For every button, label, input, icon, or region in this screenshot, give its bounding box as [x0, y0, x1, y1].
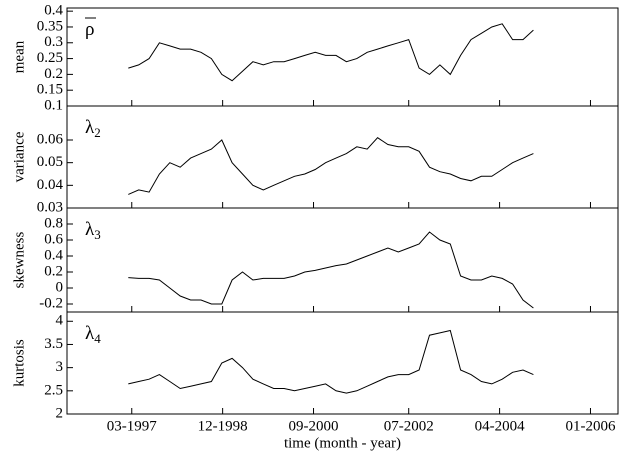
- y-tick-label: 0.06: [37, 131, 64, 147]
- x-axis-label: time (month - year): [284, 435, 401, 451]
- y-tick-label: -0.2: [39, 295, 63, 311]
- x-tick-label: 03-1997: [107, 418, 157, 434]
- y-tick-label: 0.04: [37, 177, 64, 193]
- annotation-subscript: 2: [94, 125, 101, 140]
- y-tick-label: 0.03: [37, 199, 63, 215]
- x-tick-label: 12-1998: [198, 418, 248, 434]
- panel-frame: [66, 311, 619, 415]
- annotation-symbol: λ: [85, 117, 95, 138]
- panel-annotation: ρ: [85, 19, 94, 40]
- panel-annotation: λ2: [85, 117, 101, 140]
- annotation-symbol: λ: [85, 219, 95, 240]
- y-tick-label: 0.1: [44, 97, 63, 113]
- y-tick-label: 3: [56, 359, 64, 375]
- annotation-subscript: 3: [94, 227, 101, 242]
- panel-frame: [66, 207, 619, 313]
- x-tick-label: 04-2004: [475, 418, 525, 434]
- series-line: [128, 329, 534, 394]
- y-tick-label: 0.2: [44, 263, 63, 279]
- y-tick-label: 2.5: [44, 382, 63, 398]
- y-tick-label: 0.05: [37, 154, 63, 170]
- y-tick-label: 0.8: [44, 215, 63, 231]
- x-tick-label: 01-2006: [565, 418, 615, 434]
- annotation-symbol: λ: [85, 323, 95, 344]
- y-axis-label: variance: [11, 131, 27, 182]
- x-tick-label: 07-2002: [384, 418, 434, 434]
- y-tick-label: 0.6: [44, 231, 63, 247]
- y-tick-label: 0.15: [37, 82, 63, 98]
- y-axis-label: skewness: [11, 232, 27, 289]
- y-tick-label: 4: [56, 313, 64, 329]
- panel-annotation: λ3: [85, 219, 101, 242]
- y-tick-label: 0.35: [37, 18, 63, 34]
- y-tick-label: 0: [56, 279, 64, 295]
- x-tick-label: 09-2000: [289, 418, 339, 434]
- y-tick-label: 0.4: [44, 247, 63, 263]
- series-line: [128, 137, 534, 195]
- series-line: [128, 23, 534, 82]
- y-tick-label: 2: [56, 405, 64, 421]
- annotation-symbol: ρ: [85, 19, 94, 40]
- y-tick-label: 0.25: [37, 50, 63, 66]
- panel-frame: [66, 105, 619, 209]
- y-axis-label: mean: [11, 40, 27, 73]
- y-tick-label: 0.4: [44, 3, 63, 19]
- y-tick-label: 0.3: [44, 34, 63, 50]
- y-tick-label: 0.2: [44, 66, 63, 82]
- panel-annotation: λ4: [85, 323, 101, 346]
- series-line: [128, 231, 534, 309]
- y-axis-label: kurtosis: [11, 339, 27, 387]
- y-tick-label: 3.5: [44, 336, 63, 352]
- annotation-subscript: 4: [94, 331, 101, 346]
